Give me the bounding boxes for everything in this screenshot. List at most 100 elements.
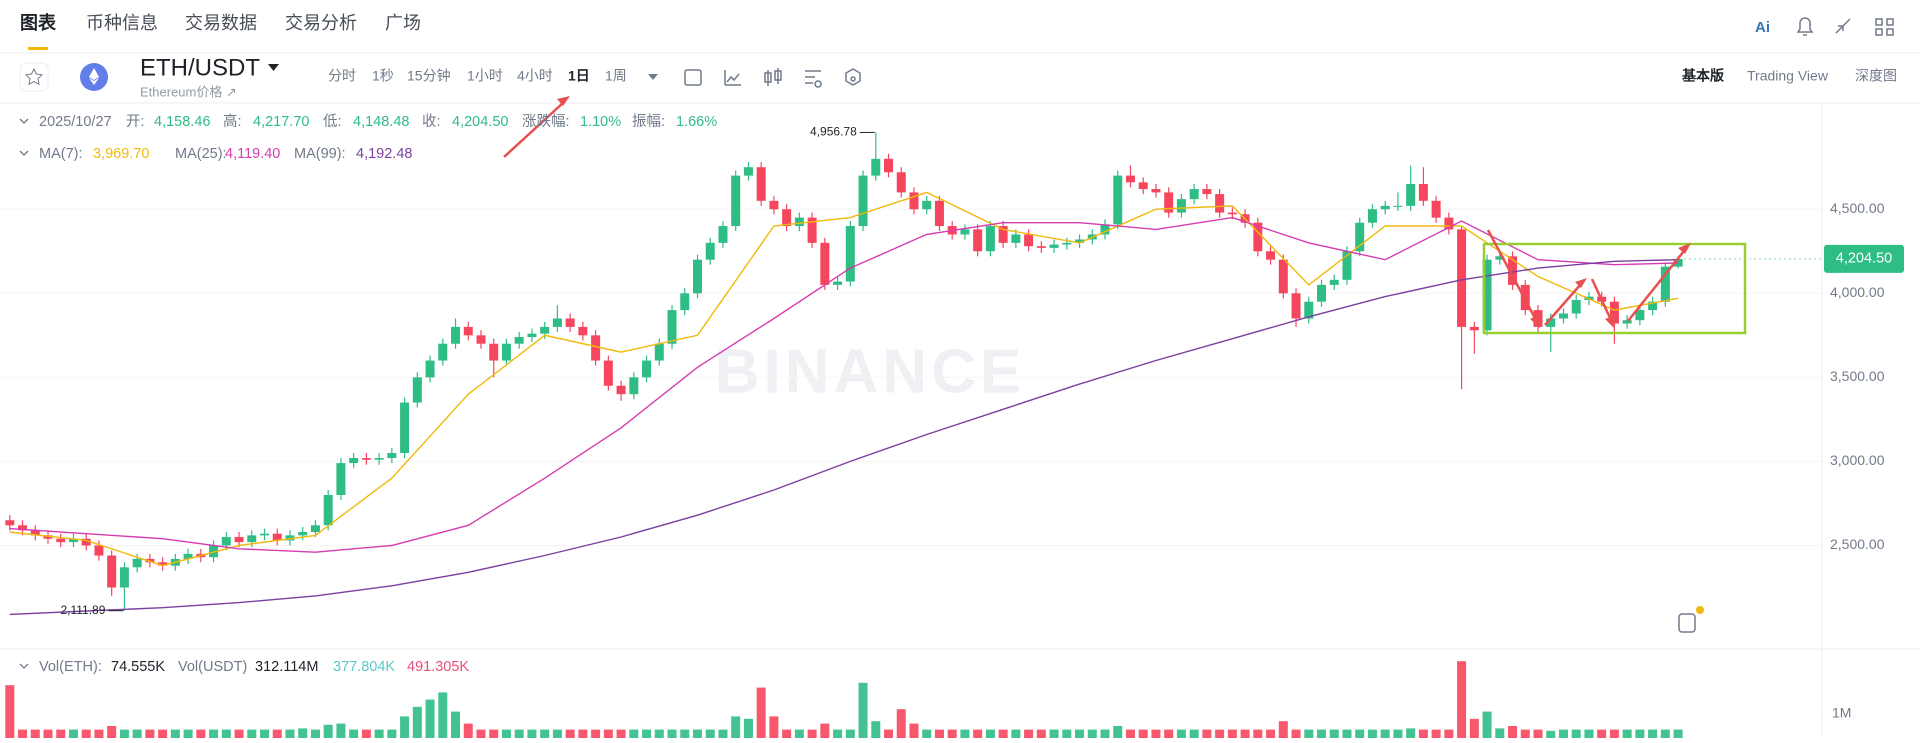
pair-subtitle[interactable]: Ethereum价格 ↗ [140, 84, 237, 99]
volume-bar [1482, 711, 1492, 738]
volume-bar [1317, 729, 1327, 738]
settings-icon[interactable] [805, 70, 822, 88]
volume-bar [591, 729, 601, 738]
volume-bar [1380, 729, 1390, 738]
pair-dropdown[interactable] [268, 64, 279, 71]
info-label: 开: [126, 114, 145, 130]
volume-bar [5, 685, 15, 738]
arrow [1590, 278, 1613, 321]
volume-bar [845, 729, 855, 738]
tab[interactable]: 交易数据 [185, 13, 257, 33]
volume-bar [833, 729, 843, 738]
volume-bar [552, 729, 562, 738]
info-label: 振幅: [632, 113, 665, 130]
interval[interactable]: 1周 [605, 68, 627, 84]
volume-bar [387, 729, 397, 738]
volume-bar [272, 729, 282, 738]
candle-body [30, 530, 40, 536]
volume-bar [209, 729, 219, 738]
interval-dropdown[interactable] [648, 74, 658, 80]
interval[interactable]: 4小时 [517, 68, 553, 84]
tab[interactable]: 广场 [385, 13, 421, 33]
candle-body [1253, 222, 1263, 252]
y-tick-label: 4,000.00 [1830, 284, 1885, 300]
candle-body [884, 158, 894, 173]
candle-body [667, 310, 677, 344]
candle-body [349, 458, 359, 464]
volume-bar [1469, 718, 1479, 738]
tab[interactable]: 图表 [20, 12, 57, 33]
volume-bar [451, 711, 461, 738]
candle-body [1062, 242, 1072, 245]
note-icon[interactable] [1678, 613, 1696, 633]
candle-body [183, 553, 193, 559]
volume-bar [196, 729, 206, 738]
volume-bar [909, 723, 919, 738]
candle-body [680, 293, 690, 311]
volume-bar [1024, 729, 1034, 738]
hex-icon[interactable] [845, 68, 861, 86]
layout-icon[interactable] [1875, 18, 1894, 36]
volume-bar [1660, 729, 1670, 738]
info-label: 低: [323, 113, 342, 130]
candle-body [1049, 244, 1059, 248]
view[interactable]: 深度图 [1855, 68, 1897, 84]
volume-bar [1291, 729, 1301, 738]
volume-bar [1635, 729, 1645, 738]
extreme-label: 4,956.78 [810, 125, 857, 139]
volume-bar [769, 716, 779, 738]
volume-bar [400, 716, 410, 738]
volume-bar [1253, 729, 1263, 738]
volume-bar [1189, 729, 1199, 738]
volume-bar [374, 729, 384, 738]
volume-bar [1100, 729, 1110, 738]
interval[interactable]: 分时 [328, 68, 356, 84]
volume-bar [1342, 729, 1352, 738]
view[interactable]: Trading View [1747, 68, 1829, 84]
volume-bar [1176, 729, 1186, 738]
candle-body [1444, 217, 1454, 230]
interval-active[interactable]: 1日 [568, 68, 590, 84]
info-label: 收: [422, 113, 441, 130]
candle-body [476, 335, 486, 344]
volume-bar [1393, 729, 1403, 738]
y-tick-label: 2,500.00 [1830, 536, 1885, 552]
interval[interactable]: 15分钟 [407, 68, 451, 84]
ai-icon[interactable]: Ai [1755, 19, 1770, 36]
candle-body [845, 226, 855, 282]
collapse-icon[interactable] [1835, 18, 1851, 34]
interval[interactable]: 1秒 [372, 68, 394, 84]
volume-bar [1164, 729, 1174, 738]
interval[interactable]: 1小时 [467, 68, 503, 84]
candle-body [1367, 209, 1377, 223]
volume-bar [1355, 729, 1365, 738]
volume-bar [1533, 729, 1543, 738]
indicator-icon[interactable] [724, 70, 741, 86]
collapse-chevrons[interactable] [19, 118, 29, 669]
volume-bar [1495, 728, 1505, 738]
vol-value: 74.555K [111, 659, 165, 675]
volume-bar [412, 706, 422, 738]
calendar-icon[interactable] [684, 69, 702, 86]
volume-bar [973, 729, 983, 738]
volume-bar [527, 729, 537, 738]
candle-body [234, 537, 244, 543]
volume-bar [731, 716, 741, 738]
nav-bar: 图表 币种信息 交易数据 交易分析 广场 Ai [0, 12, 1920, 54]
tab[interactable]: 币种信息 [86, 13, 158, 33]
candle-body [1393, 205, 1403, 207]
view-active[interactable]: 基本版 [1682, 68, 1724, 84]
favorite-button[interactable] [19, 62, 49, 92]
tab[interactable]: 交易分析 [285, 13, 357, 33]
candle-body [94, 545, 104, 556]
volume-bar [107, 726, 117, 738]
volume-bar [1431, 729, 1441, 738]
volume-bar [260, 729, 269, 738]
ma-line [9, 216, 1679, 553]
pair-name[interactable]: ETH/USDT [140, 54, 260, 81]
candle-icon[interactable] [764, 68, 782, 86]
y-tick-label: 3,000.00 [1830, 452, 1885, 468]
price-tag [1824, 244, 1904, 273]
bell-icon[interactable] [1796, 17, 1814, 36]
arrowhead [1575, 278, 1587, 288]
